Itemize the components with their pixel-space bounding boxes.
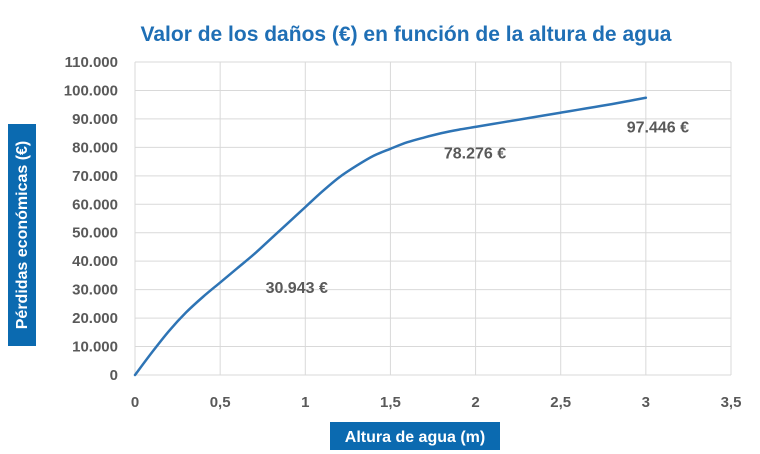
- y-axis-title: Pérdidas económicas (€): [14, 141, 31, 330]
- y-tick-label: 90.000: [72, 111, 118, 128]
- y-tick-label: 110.000: [65, 54, 118, 71]
- y-tick-label: 10.000: [72, 339, 118, 356]
- x-tick-label: 3,5: [721, 394, 742, 411]
- x-axis-title-box: Altura de agua (m): [330, 422, 500, 450]
- y-axis-title-bg: [8, 124, 36, 346]
- x-tick-label: 0: [131, 394, 139, 411]
- y-tick-label: 80.000: [72, 139, 118, 156]
- x-tick-label: 2,5: [550, 394, 571, 411]
- y-tick-label: 60.000: [72, 196, 118, 213]
- y-axis-ticks: 0 10.000 20.000 30.000 40.000 50.000 60.000 70.…: [64, 54, 118, 384]
- data-label: 78.276 €: [444, 145, 506, 162]
- series-line: [133, 96, 648, 377]
- gridlines: [134, 61, 732, 376]
- y-tick-label: 100.000: [64, 82, 118, 99]
- y-tick-label: 50.000: [72, 225, 118, 242]
- x-tick-label: 0,5: [210, 394, 231, 411]
- y-tick-label: 70.000: [72, 168, 118, 185]
- y-axis-title-box: Pérdidas económicas (€): [8, 124, 36, 346]
- y-tick-label: 40.000: [72, 253, 118, 270]
- chart-title: Valor de los daños (€) en función de la …: [141, 23, 672, 46]
- x-tick-label: 3: [642, 394, 650, 411]
- data-label: 30.943 €: [266, 280, 328, 297]
- series-group: [133, 96, 648, 377]
- x-tick-label: 1,5: [380, 394, 401, 411]
- y-tick-label: 0: [110, 367, 118, 384]
- y-tick-label: 30.000: [72, 282, 118, 299]
- x-tick-label: 2: [471, 394, 479, 411]
- x-axis-ticks: 0 0,5 1 1,5 2 2,5 3 3,5: [131, 394, 742, 411]
- x-axis-title: Altura de agua (m): [345, 429, 485, 446]
- data-label: 97.446 €: [627, 120, 689, 137]
- y-tick-label: 20.000: [72, 310, 118, 327]
- x-tick-label: 1: [301, 394, 309, 411]
- x-axis-title-bg: [330, 422, 500, 450]
- data-labels: 30.943 € 78.276 € 97.446 €: [266, 120, 690, 297]
